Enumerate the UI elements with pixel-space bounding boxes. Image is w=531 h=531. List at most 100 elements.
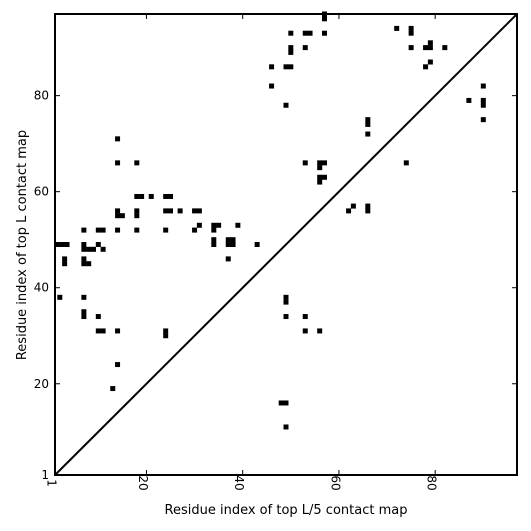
contact-point	[302, 160, 308, 166]
contact-point	[317, 328, 323, 334]
contact-point	[283, 314, 289, 320]
contact-point	[288, 30, 294, 36]
contact-point	[81, 309, 87, 315]
x-tick-label: 1	[45, 479, 59, 487]
contact-point	[283, 424, 289, 430]
contact-point	[480, 102, 486, 108]
contact-point	[302, 30, 308, 36]
contact-point	[59, 242, 65, 247]
contact-point	[168, 193, 173, 199]
contact-point	[365, 131, 371, 137]
contact-point	[283, 102, 289, 108]
contact-point	[350, 203, 356, 209]
contact-point	[269, 64, 275, 70]
contact-point	[442, 45, 448, 51]
contact-point	[62, 256, 68, 262]
contact-point	[64, 242, 70, 247]
axis-ticks: 1 20 40 60 80 1 20 40 60 80	[34, 14, 517, 491]
contact-point	[365, 208, 371, 214]
contact-point	[230, 237, 236, 243]
contact-point	[148, 193, 154, 199]
contact-point	[254, 242, 260, 247]
contact-point	[423, 64, 429, 70]
contact-point	[54, 242, 60, 247]
contact-point	[134, 208, 140, 214]
contact-point	[225, 256, 231, 262]
contact-point	[427, 59, 433, 65]
contact-point	[177, 208, 183, 214]
contact-point	[115, 328, 121, 334]
contact-point	[95, 227, 101, 233]
contact-point	[168, 208, 173, 214]
contact-point	[302, 45, 308, 51]
contact-point	[269, 83, 275, 89]
contact-point	[163, 328, 169, 334]
contact-point	[288, 64, 294, 70]
contact-point	[317, 179, 323, 185]
contact-point	[211, 227, 217, 233]
contact-point	[480, 83, 486, 89]
y-axis-label: Residue index of top L contact map	[15, 130, 30, 360]
contact-point	[81, 294, 87, 300]
x-tick-label: 60	[328, 475, 342, 490]
contact-point	[427, 40, 433, 46]
contact-point	[225, 237, 231, 243]
contact-point	[317, 160, 323, 166]
contact-point	[307, 30, 313, 36]
contact-point	[408, 30, 414, 36]
contact-point	[81, 227, 87, 233]
contact-point	[95, 242, 101, 247]
plot-frame	[54, 13, 518, 476]
contact-point	[163, 208, 169, 214]
contact-point	[317, 165, 323, 171]
contact-point	[62, 261, 68, 267]
contact-point	[163, 227, 169, 233]
contact-point	[115, 136, 121, 142]
contact-point	[317, 174, 323, 180]
contact-point	[394, 25, 400, 31]
contact-point	[211, 237, 217, 243]
contact-point	[322, 30, 327, 36]
contact-point	[427, 45, 433, 51]
contact-point	[95, 328, 101, 334]
y-tick-label: 40	[34, 281, 49, 295]
contact-point	[211, 222, 217, 228]
contact-point	[288, 49, 294, 55]
contact-point	[115, 362, 121, 368]
y-tick-label: 20	[34, 377, 49, 391]
y-tick-label: 60	[34, 185, 49, 199]
contact-point	[235, 222, 241, 228]
contact-point	[322, 160, 327, 166]
contact-point	[81, 314, 87, 320]
contact-point	[216, 222, 222, 228]
contact-point	[81, 242, 87, 247]
contact-point	[346, 208, 352, 214]
contact-point	[283, 299, 289, 305]
contact-point	[211, 242, 217, 247]
contact-point	[115, 227, 121, 233]
contact-point	[278, 400, 284, 406]
contact-point	[192, 208, 198, 214]
contact-point	[283, 400, 289, 406]
contact-point	[322, 174, 327, 180]
contact-point	[302, 314, 308, 320]
contact-point	[302, 328, 308, 334]
contact-point	[225, 242, 231, 247]
contact-point	[100, 227, 106, 233]
contact-point	[288, 45, 294, 51]
contact-point	[134, 213, 140, 219]
contact-point	[480, 117, 486, 123]
contact-point	[119, 213, 125, 219]
contact-point	[423, 45, 429, 51]
contact-point	[365, 117, 371, 123]
contact-point	[134, 160, 140, 166]
contact-point	[91, 246, 96, 252]
contact-point	[480, 97, 486, 103]
contact-point	[163, 193, 169, 199]
contact-point	[192, 227, 198, 233]
contact-points	[54, 11, 486, 430]
contact-point	[196, 208, 202, 214]
contact-point	[466, 97, 472, 103]
contact-point	[283, 294, 289, 300]
contact-point	[134, 193, 140, 199]
